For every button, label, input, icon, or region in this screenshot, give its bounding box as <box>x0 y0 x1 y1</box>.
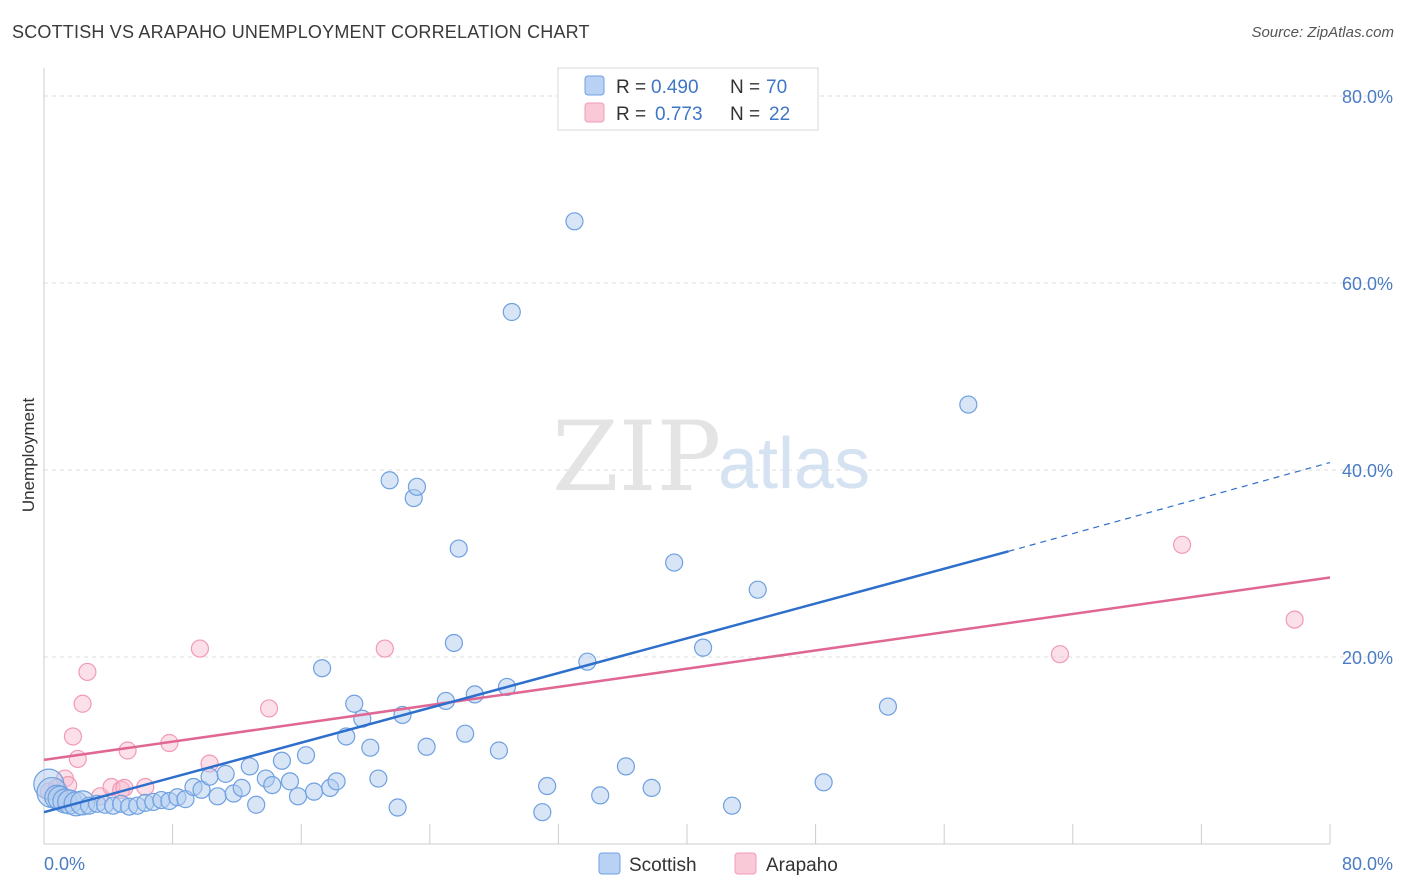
scottish-point-45 <box>380 471 399 490</box>
scottish-trend-line <box>43 550 1009 814</box>
y-tick-label-40: 40.0% <box>1342 461 1393 481</box>
scottish-point-27 <box>232 778 251 798</box>
correlation-legend: R = 0.490 N = 70 R = 0.773 N = 22 <box>557 67 819 131</box>
arapaho-point-20 <box>1173 535 1192 554</box>
scottish-point-72 <box>959 395 978 414</box>
scottish-point-49 <box>407 477 427 496</box>
scottish-point-28 <box>240 757 259 776</box>
arapaho-point-7 <box>78 662 97 682</box>
scottish-point-61 <box>565 212 584 231</box>
scottish-point-41 <box>345 694 364 713</box>
arapaho-point-18 <box>375 639 394 658</box>
legend-r-value-scottish: 0.490 <box>651 77 699 98</box>
bottom-legend-scottish: Scottish <box>629 855 697 876</box>
grid-lines <box>44 95 1394 658</box>
x-tick-label-min: 0.0% <box>44 854 85 874</box>
scottish-point-22 <box>192 780 211 799</box>
scottish-point-33 <box>280 772 300 791</box>
scottish-point-39 <box>327 772 346 791</box>
scottish-point-59 <box>533 803 552 822</box>
scottish-point-29 <box>247 795 266 814</box>
legend-swatch-arapaho <box>584 102 605 123</box>
y-tick-label-80: 80.0% <box>1342 87 1393 107</box>
axes: 20.0% 40.0% 60.0% 80.0% 0.0% 80.0% <box>43 68 1393 874</box>
scottish-point-37 <box>312 659 332 678</box>
scottish-point-63 <box>591 786 610 805</box>
legend-n-value-arapaho: 22 <box>769 104 790 125</box>
scottish-point-54 <box>456 724 475 743</box>
scottish-point-58 <box>502 302 521 322</box>
legend-r-value-arapaho: 0.773 <box>655 104 703 125</box>
scottish-point-66 <box>665 553 684 572</box>
trend-lines <box>43 461 1331 814</box>
watermark-zip: ZIP <box>552 401 721 513</box>
arapaho-point-15 <box>190 639 210 658</box>
legend-n-label-arapaho: N = <box>730 104 760 125</box>
series-legend: Scottish Arapaho <box>598 852 838 876</box>
scottish-point-35 <box>296 746 316 765</box>
scottish-point-67 <box>693 638 713 657</box>
x-tick-label-max: 80.0% <box>1342 854 1393 874</box>
scottish-point-46 <box>388 798 407 817</box>
scottish-point-24 <box>208 787 227 806</box>
scottish-point-34 <box>288 787 308 806</box>
bottom-legend-swatch-arapaho <box>734 852 757 875</box>
bottom-legend-swatch-scottish <box>598 852 621 875</box>
scottish-point-68 <box>722 796 742 815</box>
bottom-legend-arapaho: Arapaho <box>766 855 838 876</box>
scottish-trend-extension <box>1008 461 1331 552</box>
chart-title: SCOTTISH VS ARAPAHO UNEMPLOYMENT CORRELA… <box>12 22 590 42</box>
scottish-point-53 <box>449 539 468 558</box>
scottish-point-25 <box>216 764 235 783</box>
arapaho-point-12 <box>118 741 137 760</box>
y-tick-label-20: 20.0% <box>1342 648 1393 668</box>
scottish-point-64 <box>616 757 636 776</box>
arapaho-point-6 <box>73 694 92 713</box>
scottish-point-69 <box>748 580 767 599</box>
scottish-point-65 <box>642 778 661 798</box>
watermark-atlas: atlas <box>718 424 870 504</box>
scottish-point-31 <box>263 775 282 795</box>
legend-swatch-scottish <box>584 75 605 96</box>
scottish-point-36 <box>304 782 324 801</box>
scottish-point-32 <box>272 751 292 770</box>
scottish-point-44 <box>369 769 388 788</box>
source-label: Source: ZipAtlas.com <box>1251 24 1394 41</box>
y-axis-label: Unemployment <box>19 398 38 513</box>
legend-n-label-scottish: N = <box>730 77 760 98</box>
scottish-point-71 <box>878 697 898 716</box>
scottish-point-52 <box>444 633 464 653</box>
legend-r-label-arapaho: R = <box>616 104 646 125</box>
scottish-point-43 <box>361 738 380 757</box>
arapaho-point-21 <box>1285 610 1304 629</box>
scottish-point-56 <box>489 741 509 760</box>
scottish-points <box>33 212 978 822</box>
legend-r-label-scottish: R = <box>616 77 646 98</box>
scottish-point-60 <box>538 776 557 796</box>
scottish-point-23 <box>200 767 219 786</box>
y-tick-label-60: 60.0% <box>1342 274 1393 294</box>
arapaho-trend-line <box>43 576 1331 762</box>
arapaho-point-17 <box>259 699 279 718</box>
arapaho-point-4 <box>63 727 83 746</box>
scottish-point-70 <box>814 773 833 792</box>
scottish-point-50 <box>417 737 436 756</box>
arapaho-point-19 <box>1050 645 1070 664</box>
watermark: ZIP atlas <box>552 401 870 513</box>
legend-n-value-scottish: 70 <box>766 77 787 98</box>
